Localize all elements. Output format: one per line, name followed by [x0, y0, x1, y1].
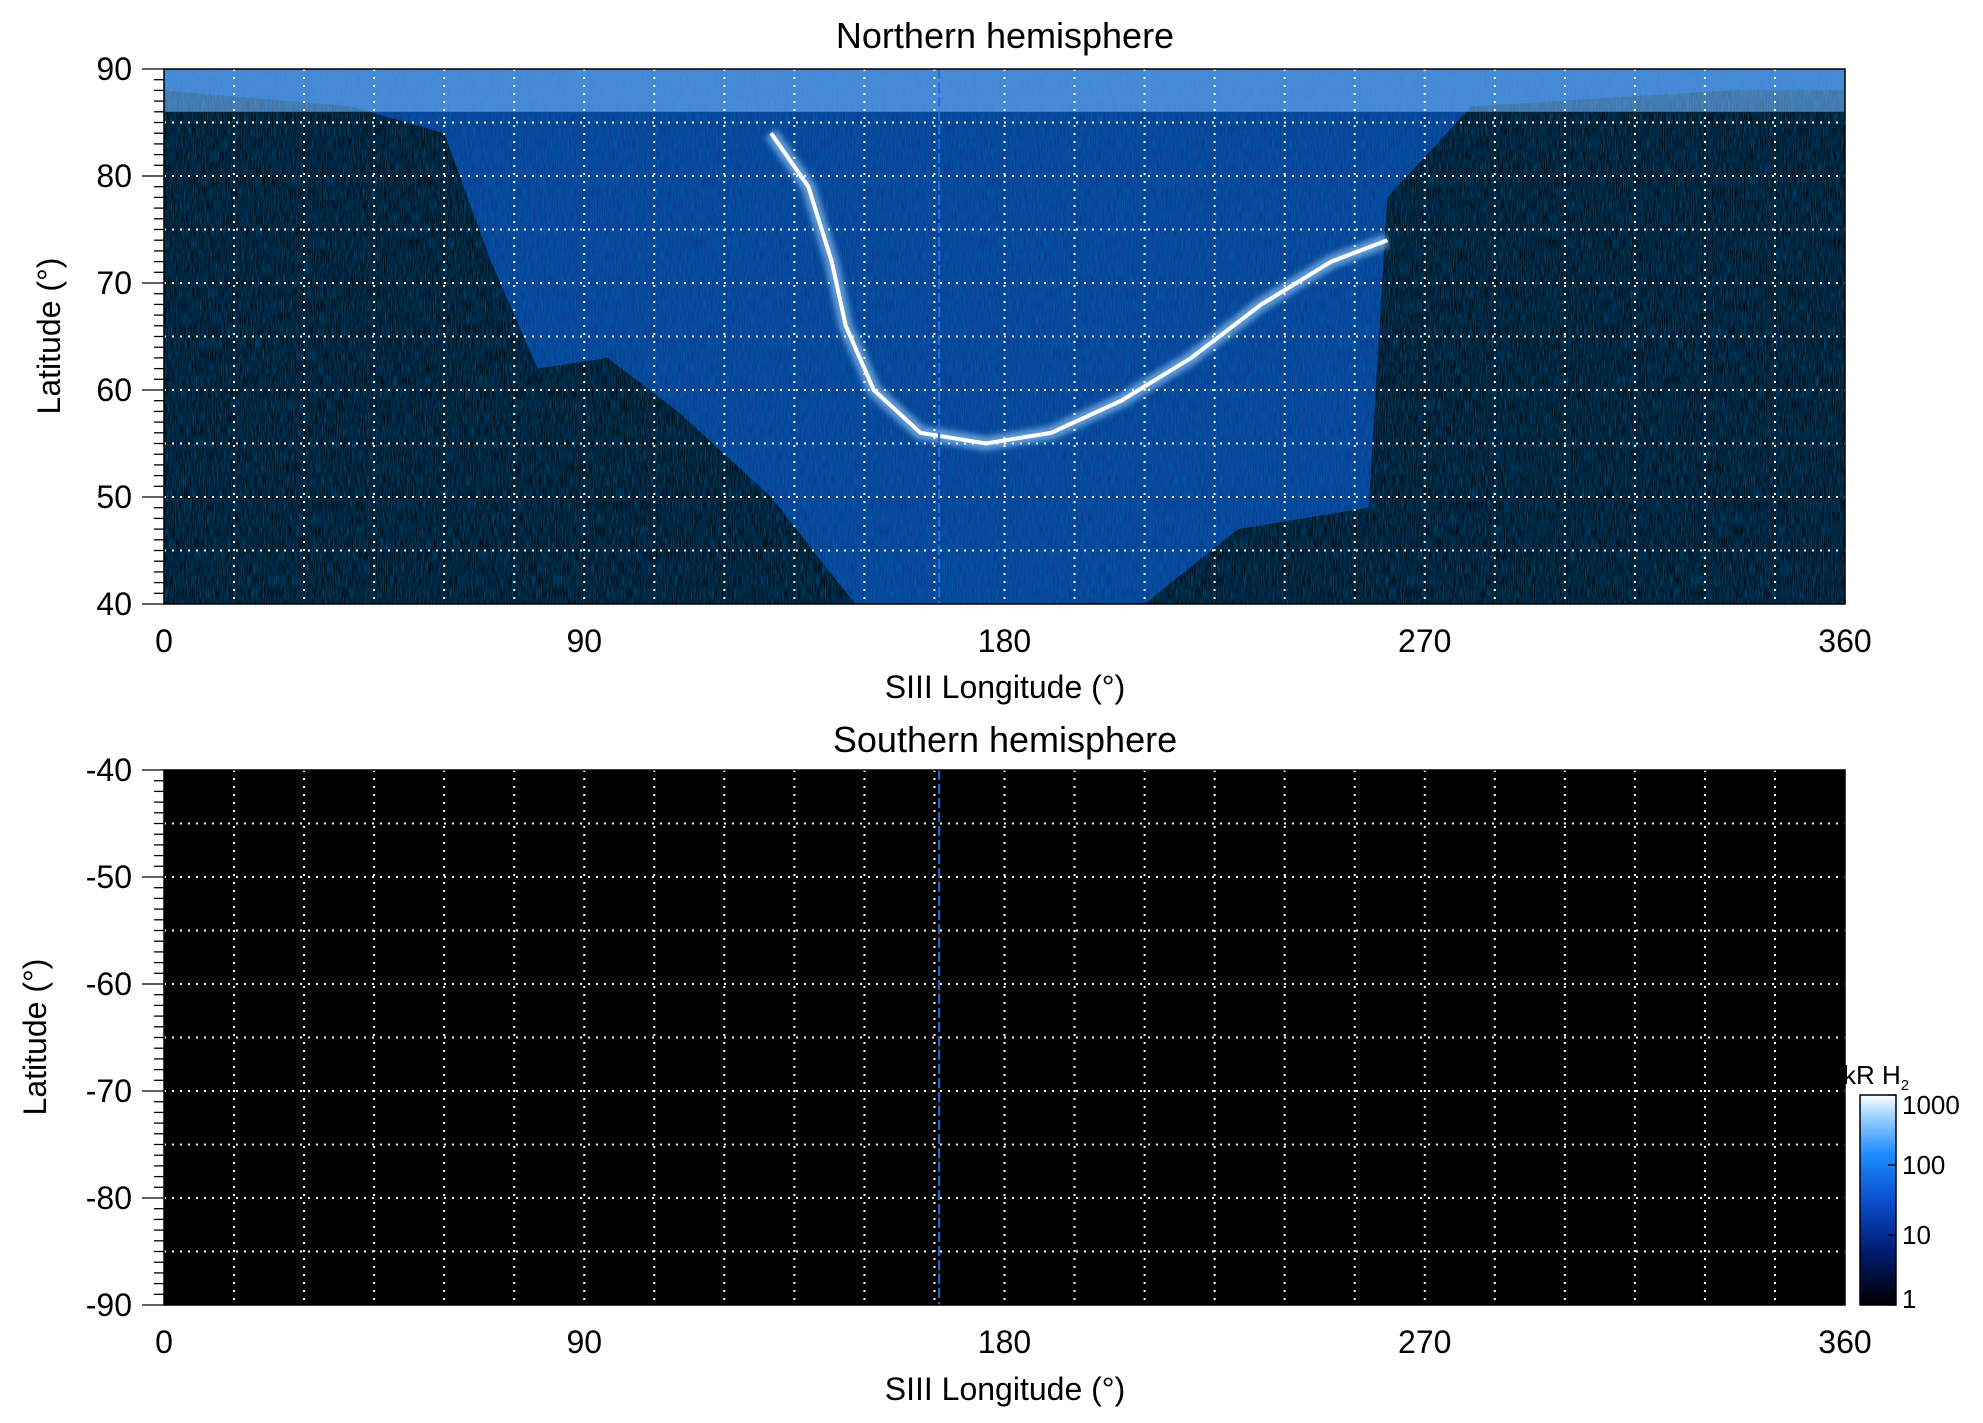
south-ylabel: Latitude (°)	[17, 959, 53, 1116]
colorbar: kR H2 1000 100 10 1	[1843, 1060, 1960, 1314]
north-ytick-label: 50	[96, 479, 132, 515]
north-grid	[164, 69, 1845, 604]
colorbar-label-main: kR H	[1843, 1060, 1901, 1090]
colorbar-label: kR H2	[1843, 1060, 1909, 1094]
south-xtick-label: 180	[978, 1324, 1031, 1360]
colorbar-ticks: 1000 100 10 1	[1888, 1090, 1960, 1314]
colorbar-tick-label: 1000	[1902, 1090, 1960, 1120]
south-ytick-label: -70	[86, 1073, 132, 1109]
north-xtick-label: 360	[1818, 623, 1871, 659]
colorbar-tick-label: 1	[1902, 1284, 1916, 1314]
south-ytick-label: -80	[86, 1180, 132, 1216]
colorbar-tick-label: 10	[1902, 1220, 1931, 1250]
north-xtick-label: 180	[978, 623, 1031, 659]
north-ytick-label: 90	[96, 51, 132, 87]
north-ytick-label: 40	[96, 586, 132, 622]
south-grid	[164, 770, 1845, 1305]
north-xtick-label: 270	[1398, 623, 1451, 659]
south-axes: 0 90 180 270 360 -40 -50 -60 -70 -80 -90	[86, 752, 1872, 1360]
north-main-oval	[769, 132, 1389, 446]
south-ytick-label: -50	[86, 859, 132, 895]
south-xlabel: SIII Longitude (°)	[885, 1371, 1125, 1407]
south-xtick-label: 90	[566, 1324, 602, 1360]
south-title: Southern hemisphere	[833, 719, 1177, 760]
south-xtick-label: 360	[1818, 1324, 1871, 1360]
southern-hemisphere-panel: Southern hemisphere 0 90 180 270 360 -40 -50 -6…	[17, 719, 1872, 1407]
north-xtick-label: 0	[155, 623, 173, 659]
south-ytick-label: -90	[86, 1287, 132, 1323]
colorbar-tick-label: 100	[1902, 1150, 1945, 1180]
north-xtick-label: 90	[566, 623, 602, 659]
south-ytick-label: -60	[86, 966, 132, 1002]
north-polar-cap-band	[164, 69, 1845, 112]
northern-hemisphere-panel: Northern hemisphere 0 90 180 270 360 90 80 70 60…	[31, 15, 1872, 705]
north-ylabel: Latitude (°)	[31, 258, 67, 415]
colorbar-label-subscript: 2	[1901, 1077, 1909, 1094]
north-ytick-label: 80	[96, 158, 132, 194]
south-xtick-label: 270	[1398, 1324, 1451, 1360]
north-axes: 0 90 180 270 360 90 80 70 60 50 40	[96, 51, 1871, 659]
colorbar-gradient	[1859, 1094, 1897, 1306]
north-ytick-label: 70	[96, 265, 132, 301]
south-xtick-label: 0	[155, 1324, 173, 1360]
north-title: Northern hemisphere	[836, 15, 1174, 56]
south-ytick-label: -40	[86, 752, 132, 788]
north-ytick-label: 60	[96, 372, 132, 408]
north-xlabel: SIII Longitude (°)	[885, 669, 1125, 705]
